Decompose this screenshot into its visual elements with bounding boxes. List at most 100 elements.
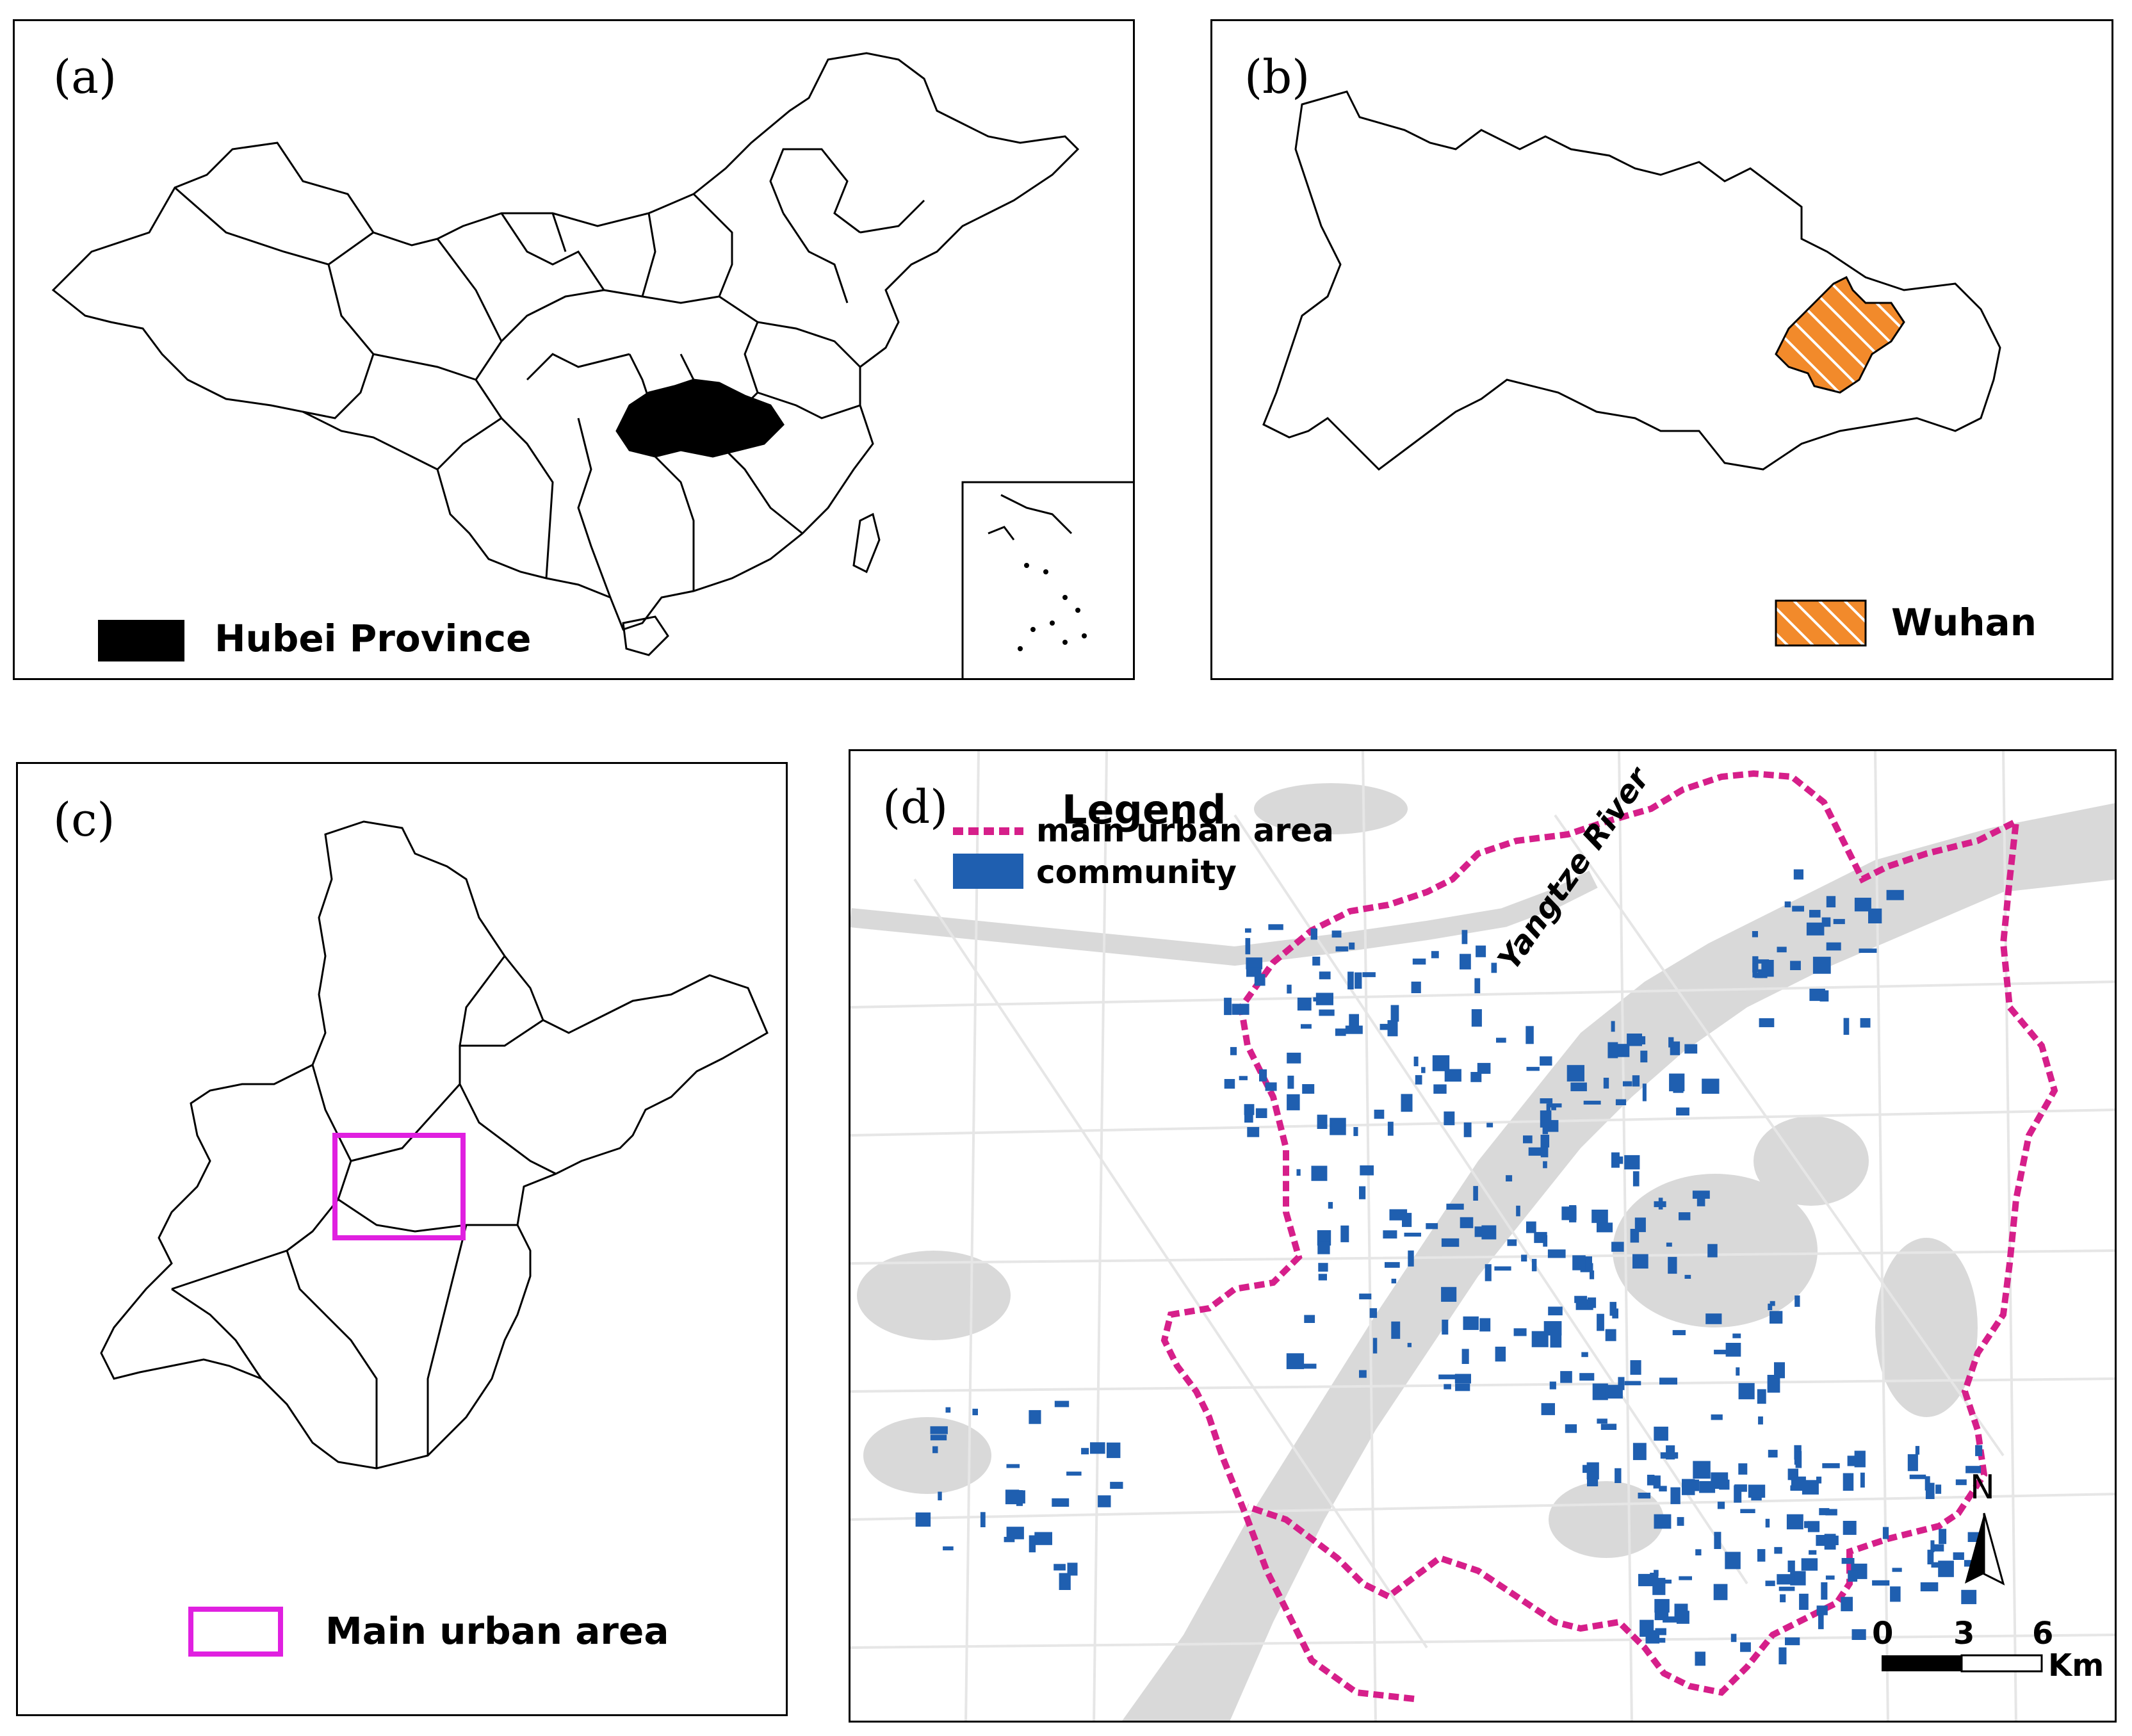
community-patch [1757, 1389, 1766, 1404]
community-patch [1652, 1578, 1666, 1595]
community-patch [1931, 1562, 1946, 1568]
community-patch [1476, 945, 1486, 957]
community-patch [1684, 1044, 1698, 1054]
community-patch [1860, 1018, 1871, 1028]
community-patch [1892, 1568, 1902, 1572]
community-patch [1579, 1373, 1595, 1381]
community-patch [1816, 1605, 1828, 1616]
community-patch [1843, 1473, 1854, 1491]
community-patch [1540, 1146, 1549, 1158]
community-patch [1927, 1550, 1934, 1564]
community-patch [1531, 1331, 1549, 1347]
community-patch [1496, 1037, 1506, 1043]
community-patch [1310, 928, 1317, 940]
community-patch [1431, 951, 1439, 959]
community-patch [1920, 1582, 1939, 1592]
community-patch [1444, 1069, 1461, 1082]
legend-community-swatch [953, 854, 1023, 889]
community-patch [1670, 1487, 1680, 1504]
community-patch [1618, 1156, 1623, 1164]
community-patch [945, 1407, 951, 1413]
community-patch [1740, 1642, 1751, 1652]
community-patch [1446, 1203, 1464, 1210]
community-patch [1247, 1127, 1260, 1137]
community-patch [1442, 1319, 1449, 1335]
south-china-sea-inset [961, 481, 1133, 678]
hubei-map-svg [1262, 90, 2001, 647]
community-patch [1841, 1558, 1855, 1564]
community-patch [1679, 1212, 1691, 1221]
community-patch [1603, 1078, 1609, 1089]
community-patch [1359, 1370, 1367, 1378]
community-patch [1387, 1020, 1398, 1037]
community-patch [1812, 957, 1831, 974]
community-patch [1463, 1316, 1479, 1330]
community-patch [1607, 1042, 1618, 1059]
panel-b-label: (b) [1244, 50, 1310, 104]
community-patch [1674, 1603, 1688, 1621]
community-patch [1347, 971, 1354, 990]
district-boundaries [171, 955, 557, 1468]
community-patch [1528, 1147, 1543, 1156]
community-patch [1391, 1278, 1397, 1284]
community-patch [1655, 1628, 1666, 1635]
community-patch [1296, 1169, 1301, 1176]
community-patch [1523, 1135, 1533, 1144]
community-patch [1550, 1333, 1562, 1348]
community-patch [1801, 1558, 1818, 1571]
community-patch [1768, 1450, 1778, 1458]
community-patch [1461, 930, 1468, 945]
community-patch [1110, 1482, 1123, 1489]
community-patch [1006, 1464, 1020, 1468]
community-patch [1470, 1072, 1482, 1082]
scale-tick-0: 0 [1872, 1616, 1894, 1651]
community-patch [1647, 1475, 1655, 1486]
legend-title: Legend [1062, 786, 1226, 833]
community-patch [1011, 1490, 1025, 1504]
community-patch [1668, 1256, 1677, 1274]
community-patch [1659, 1377, 1677, 1385]
community-patch [1029, 1535, 1036, 1553]
community-patch [1624, 1155, 1640, 1170]
community-patch [1624, 1381, 1641, 1386]
hubei-province-shape [615, 378, 785, 458]
community-patch [980, 1512, 986, 1527]
community-patch [1653, 1475, 1661, 1489]
community-patch [1379, 1023, 1394, 1030]
community-patch [1630, 1229, 1640, 1243]
community-patch [1705, 1313, 1722, 1324]
community-patch [1786, 1514, 1803, 1530]
community-patch [1591, 1210, 1608, 1223]
main-urban-area-boundary [1160, 770, 2058, 1702]
community-patch [1765, 1518, 1770, 1528]
yangtze-river [1122, 803, 2115, 1721]
community-patch [1287, 1075, 1294, 1089]
community-patch [1540, 1056, 1552, 1066]
community-patch [1355, 972, 1362, 989]
community-patch [1611, 1021, 1615, 1032]
community-patch [1412, 958, 1426, 965]
community-patch [1438, 1374, 1456, 1379]
community-patch [1455, 1383, 1470, 1391]
community-patch [1654, 1514, 1672, 1529]
community-patch [1768, 1303, 1773, 1310]
community-patch [1886, 889, 1904, 900]
hubei-outline [1262, 90, 2001, 471]
community-patch [1714, 1532, 1721, 1549]
panel-a-label: (a) [53, 50, 117, 104]
panel-c-label: (c) [53, 793, 115, 847]
community-patch [1752, 963, 1757, 978]
community-patch [1695, 1651, 1705, 1666]
community-patch [1666, 1445, 1675, 1460]
community-patch [1359, 1186, 1366, 1199]
community-patch [1244, 1114, 1253, 1123]
community-patch [1245, 937, 1251, 955]
community-patch [1826, 896, 1836, 907]
community-patch [1953, 1552, 1964, 1560]
community-patch [1486, 1123, 1493, 1128]
community-patch [1821, 917, 1831, 927]
community-patch [1597, 1222, 1613, 1233]
scale-unit: Km [2048, 1648, 2104, 1683]
community-patch [1809, 1550, 1817, 1555]
community-patch [1679, 1576, 1692, 1580]
